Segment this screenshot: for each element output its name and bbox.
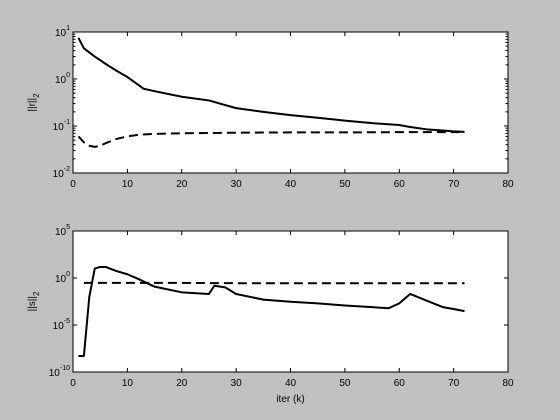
x-tick-label: 80 xyxy=(502,378,514,389)
y-tick-exponent: 5 xyxy=(66,224,70,231)
y-tick-label: 100 xyxy=(55,271,70,285)
x-tick-label: 0 xyxy=(70,378,76,389)
y-tick-exponent: -5 xyxy=(64,318,70,325)
y-axis-label-main: ||r|| xyxy=(27,98,38,112)
y-tick-exponent: -10 xyxy=(60,365,70,372)
y-tick-base: 10 xyxy=(55,274,67,285)
y-tick-label: 10-5 xyxy=(53,318,70,332)
x-tick-label: 60 xyxy=(394,378,406,389)
dashed-series-line xyxy=(77,131,465,148)
axes-frame xyxy=(72,31,509,174)
y-axis-label-subscript: 2 xyxy=(32,93,41,98)
x-tick-label: 10 xyxy=(122,179,134,190)
y-tick-label: 10-10 xyxy=(49,365,70,379)
x-axis-label: iter (k) xyxy=(276,394,304,405)
y-tick-base: 10 xyxy=(53,122,65,133)
x-tick-label: 40 xyxy=(285,179,297,190)
x-tick-label: 50 xyxy=(339,179,351,190)
x-tick-label: 80 xyxy=(502,179,514,190)
x-tick-label: 40 xyxy=(285,378,297,389)
solid-series-line xyxy=(77,37,465,133)
x-tick-label: 20 xyxy=(176,378,188,389)
y-tick-base: 10 xyxy=(55,227,67,238)
y-tick-label: 10-1 xyxy=(53,119,70,133)
y-tick-base: 10 xyxy=(49,368,61,379)
y-tick-base: 10 xyxy=(53,169,65,180)
x-tick-label: 20 xyxy=(176,179,188,190)
y-tick-label: 100 xyxy=(55,72,70,86)
y-tick-base: 10 xyxy=(53,321,65,332)
x-tick-label: 30 xyxy=(231,179,243,190)
y-axis-label: ||r||2 xyxy=(27,93,41,112)
x-tick-label: 70 xyxy=(448,378,460,389)
y-tick-exponent: 0 xyxy=(66,72,70,79)
y-tick-label: 105 xyxy=(55,224,70,238)
x-tick-label: 0 xyxy=(70,179,76,190)
solid-series-line xyxy=(78,265,465,358)
x-tick-label: 70 xyxy=(448,179,460,190)
y-axis-label: ||s||2 xyxy=(27,291,41,311)
y-tick-label: 10-2 xyxy=(53,166,70,180)
x-tick-label: 50 xyxy=(339,378,351,389)
y-tick-base: 10 xyxy=(55,28,67,39)
y-tick-base: 10 xyxy=(55,75,67,86)
x-tick-label: 10 xyxy=(122,378,134,389)
y-axis-label-main: ||s|| xyxy=(27,296,38,311)
y-tick-exponent: 0 xyxy=(66,271,70,278)
x-tick-label: 60 xyxy=(394,179,406,190)
x-tick-label: 30 xyxy=(231,378,243,389)
bottom-axes: 0 10 20 30 40 50 60 70 8010-1010-5100105||s||2it… xyxy=(27,224,514,405)
y-axis-label-subscript: 2 xyxy=(32,291,41,296)
y-tick-exponent: -1 xyxy=(64,119,70,126)
y-tick-exponent: -2 xyxy=(64,166,70,173)
y-tick-exponent: 1 xyxy=(66,25,70,32)
y-tick-label: 101 xyxy=(55,25,70,39)
